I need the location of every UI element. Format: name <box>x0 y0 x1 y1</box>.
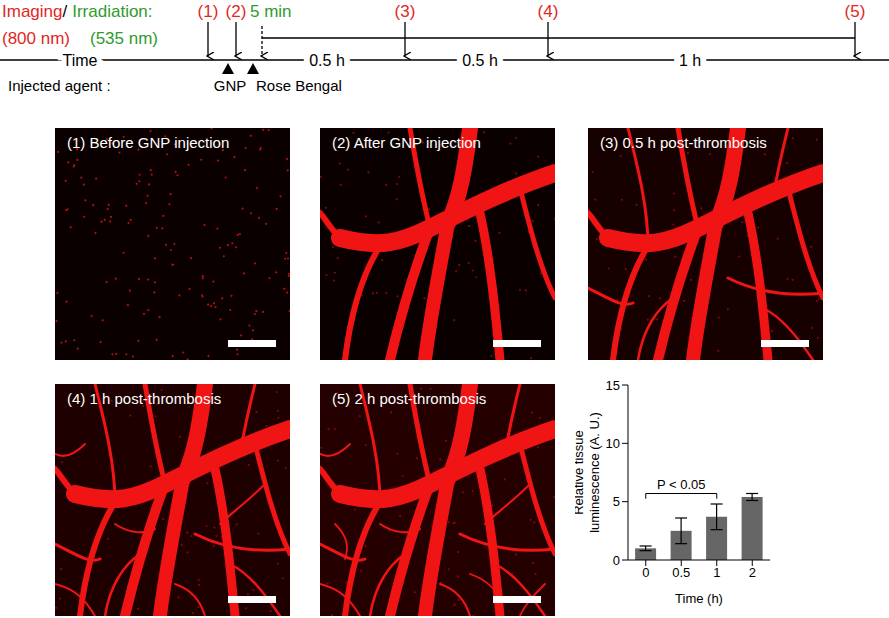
svg-text:0.5 h: 0.5 h <box>309 52 345 69</box>
svg-text:(4) 1 h post-thrombosis: (4) 1 h post-thrombosis <box>67 390 221 407</box>
svg-text:10: 10 <box>606 436 620 451</box>
svg-text:0: 0 <box>613 553 620 568</box>
svg-text:2: 2 <box>749 565 756 580</box>
svg-text:(3): (3) <box>395 2 416 21</box>
svg-text:(1) Before GNP injection: (1) Before GNP injection <box>67 134 229 151</box>
svg-text:5 min: 5 min <box>250 2 292 21</box>
svg-text:Relative tissueluminescence (A: Relative tissueluminescence (A. U.) <box>575 412 602 533</box>
svg-text:Rose Bengal: Rose Bengal <box>256 77 342 94</box>
svg-text:(2): (2) <box>226 2 247 21</box>
svg-text:Imaging/Irradiation:: Imaging/Irradiation: <box>8 2 153 21</box>
svg-text:(3) 0.5 h post-thrombosis: (3) 0.5 h post-thrombosis <box>600 134 767 151</box>
svg-text:1: 1 <box>713 565 720 580</box>
svg-text:1 h: 1 h <box>679 52 701 69</box>
svg-text:(800 nm): (800 nm) <box>8 29 70 48</box>
svg-text:0.5: 0.5 <box>672 565 690 580</box>
svg-text:P < 0.05: P < 0.05 <box>657 477 706 492</box>
svg-text:Injected agent :: Injected agent : <box>8 77 111 94</box>
svg-text:(1): (1) <box>198 2 219 21</box>
svg-text:(2) After GNP injection: (2) After GNP injection <box>332 134 481 151</box>
svg-text:Time (h): Time (h) <box>675 591 723 606</box>
svg-text:0: 0 <box>642 565 649 580</box>
svg-text:0.5 h: 0.5 h <box>462 52 498 69</box>
svg-text:(535 nm): (535 nm) <box>90 29 158 48</box>
svg-text:GNP: GNP <box>214 77 247 94</box>
svg-text:15: 15 <box>606 378 620 393</box>
svg-text:(5) 2 h post-thrombosis: (5) 2 h post-thrombosis <box>332 390 486 407</box>
svg-text:(5): (5) <box>845 2 866 21</box>
svg-text:(4): (4) <box>538 2 559 21</box>
svg-text:Time: Time <box>63 52 98 69</box>
svg-text:5: 5 <box>613 494 620 509</box>
